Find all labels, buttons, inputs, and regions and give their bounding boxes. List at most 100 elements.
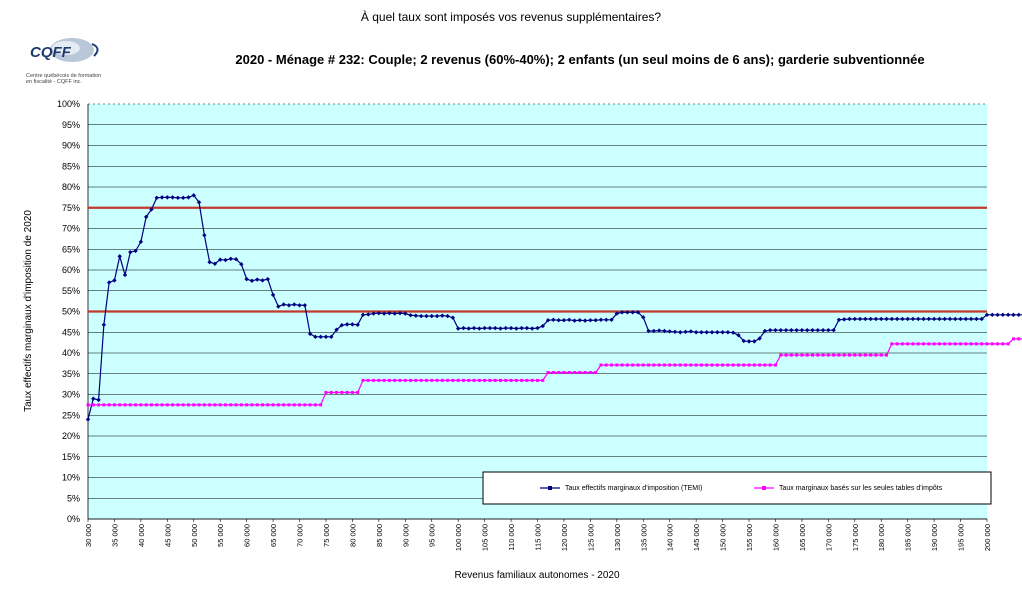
temi-point — [572, 318, 577, 323]
temi-point — [196, 200, 202, 205]
temi-point — [852, 316, 857, 322]
tables-point — [631, 363, 635, 367]
temi-point — [477, 326, 482, 331]
temi-point — [884, 316, 889, 322]
tables-point — [604, 363, 608, 367]
tables-point — [599, 363, 603, 367]
temi-point — [434, 313, 440, 319]
temi-point — [900, 316, 905, 322]
tables-point — [816, 353, 820, 357]
temi-point — [561, 318, 567, 323]
tables-point — [350, 390, 354, 394]
tables-point — [684, 363, 688, 367]
x-tick-label: 95 000 — [428, 524, 437, 547]
temi-point — [519, 325, 524, 331]
temi-point — [281, 302, 286, 307]
tables-point — [160, 403, 164, 407]
temi-point — [159, 195, 165, 200]
tables-point — [779, 353, 783, 357]
tables-point — [282, 403, 286, 407]
temi-point — [218, 257, 223, 262]
temi-point — [112, 278, 117, 283]
temi-point — [344, 322, 350, 327]
temi-point — [498, 326, 503, 331]
tables-point — [298, 403, 302, 407]
tables-point — [562, 371, 566, 375]
tables-point — [493, 378, 497, 382]
temi-point — [403, 311, 408, 316]
temi-point — [91, 396, 96, 401]
tables-point — [763, 363, 767, 367]
tables-point — [551, 371, 555, 375]
temi-point — [921, 316, 926, 322]
temi-point — [424, 313, 429, 319]
tables-point — [959, 342, 963, 346]
temi-point — [857, 316, 863, 322]
tables-point — [393, 378, 397, 382]
temi-point — [656, 328, 662, 333]
tables-point — [1017, 337, 1021, 341]
tables-point — [800, 353, 804, 357]
tables-point — [144, 403, 148, 407]
tables-point — [789, 353, 793, 357]
y-tick-label: 95% — [62, 120, 80, 130]
tables-point — [573, 371, 577, 375]
x-tick-label: 165 000 — [798, 524, 807, 551]
temi-point — [789, 327, 794, 333]
tables-point — [996, 342, 1000, 346]
tables-point — [874, 353, 878, 357]
temi-point — [239, 261, 244, 267]
tables-point — [546, 371, 550, 375]
temi-point — [836, 317, 842, 322]
temi-point — [815, 327, 820, 333]
tables-point — [625, 363, 629, 367]
logo-caption: Centre québécois de formation en fiscali… — [26, 73, 102, 85]
temi-point — [202, 232, 207, 238]
x-tick-label: 145 000 — [692, 524, 701, 551]
tables-point — [768, 363, 772, 367]
x-tick-label: 35 000 — [110, 524, 119, 547]
y-tick-label: 20% — [62, 431, 80, 441]
temi-point — [730, 330, 736, 335]
temi-point — [826, 327, 831, 333]
temi-point — [270, 292, 276, 298]
temi-point — [175, 195, 181, 200]
tables-point — [239, 403, 243, 407]
tables-point — [409, 378, 413, 382]
x-tick-label: 175 000 — [851, 524, 860, 551]
tables-point — [467, 378, 471, 382]
temi-point — [180, 195, 186, 200]
temi-point — [545, 318, 551, 323]
tables-point — [969, 342, 973, 346]
y-tick-label: 35% — [62, 369, 80, 379]
tables-point — [398, 378, 402, 382]
y-tick-label: 25% — [62, 410, 80, 420]
tables-point — [922, 342, 926, 346]
y-tick-label: 100% — [57, 99, 80, 109]
temi-point — [931, 316, 937, 322]
temi-point — [646, 328, 651, 334]
x-tick-label: 40 000 — [137, 524, 146, 547]
x-tick-label: 115 000 — [534, 524, 543, 551]
tables-point — [610, 363, 614, 367]
temi-point — [133, 248, 138, 254]
y-tick-label: 30% — [62, 390, 80, 400]
tables-point — [292, 403, 296, 407]
temi-point — [387, 310, 392, 316]
x-tick-label: 45 000 — [163, 524, 172, 547]
tables-point — [345, 390, 349, 394]
temi-point — [979, 316, 984, 322]
temi-point — [820, 327, 826, 333]
x-tick-label: 85 000 — [375, 524, 384, 547]
legend-temi: Taux effectifs marginaux d'imposition (T… — [565, 485, 702, 492]
tables-point — [520, 378, 524, 382]
temi-point — [186, 195, 191, 200]
temi-point — [524, 325, 530, 331]
y-tick-label: 5% — [67, 493, 80, 503]
tables-point — [218, 403, 222, 407]
temi-point — [604, 317, 609, 322]
tables-point — [234, 403, 238, 407]
y-tick-label: 15% — [62, 452, 80, 462]
temi-point — [508, 325, 514, 331]
tables-point — [699, 363, 703, 367]
